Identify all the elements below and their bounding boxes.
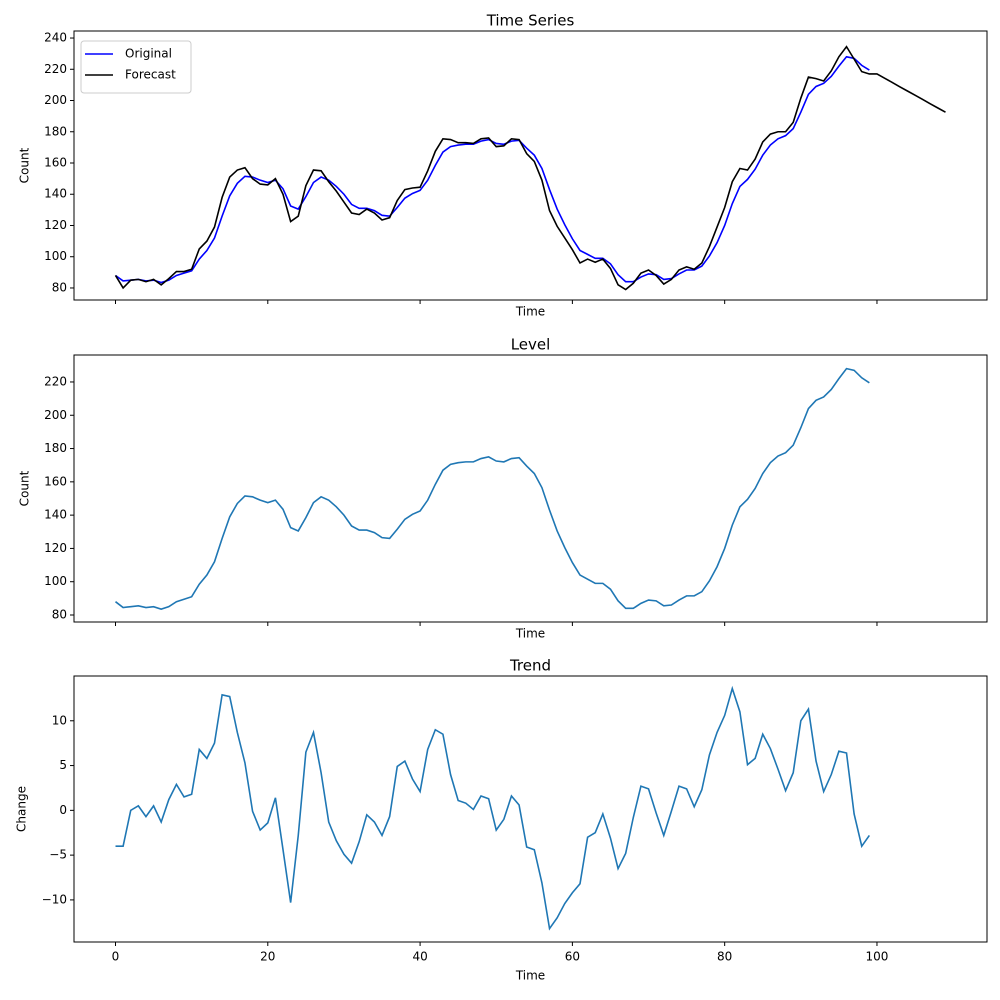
plot-frame — [73, 354, 988, 623]
x-tick-label: 100 — [866, 950, 889, 964]
y-tick-label: −10 — [42, 892, 67, 906]
y-tick-label: 80 — [52, 280, 67, 294]
y-tick-label: 200 — [44, 408, 67, 422]
legend-label: Original — [125, 47, 172, 61]
y-tick-label: 240 — [44, 31, 67, 45]
y-axis-label: Count — [18, 470, 32, 506]
data-line — [115, 685, 871, 931]
y-tick-label: 120 — [44, 541, 67, 555]
y-tick-label: 220 — [44, 374, 67, 388]
y-tick-label: 140 — [44, 508, 67, 522]
y-tick-label: 180 — [44, 441, 67, 455]
chart-title: Level — [511, 336, 551, 354]
chart-title: Time Series — [486, 12, 575, 30]
x-tick-label: 40 — [412, 950, 427, 964]
y-tick-label: 100 — [44, 574, 67, 588]
y-tick-label: 80 — [52, 608, 67, 622]
x-tick-label: 0 — [112, 950, 120, 964]
x-tick-label: 20 — [260, 950, 275, 964]
y-tick-label: 10 — [52, 713, 67, 727]
data-line — [114, 45, 946, 291]
y-axis-label: Count — [18, 147, 32, 183]
plot-frame — [73, 675, 988, 943]
x-axis-label: Time — [515, 969, 545, 983]
y-tick-label: 5 — [59, 758, 67, 772]
x-axis-label: Time — [515, 627, 545, 641]
y-tick-label: 200 — [44, 93, 67, 107]
y-tick-label: 100 — [44, 249, 67, 263]
y-tick-label: 160 — [44, 156, 67, 170]
y-tick-label: 160 — [44, 474, 67, 488]
y-tick-label: 140 — [44, 187, 67, 201]
y-tick-label: 120 — [44, 218, 67, 232]
x-axis-label: Time — [515, 305, 545, 319]
y-tick-label: 180 — [44, 124, 67, 138]
chart-title: Trend — [509, 657, 551, 675]
y-axis-label: Change — [15, 786, 29, 832]
y-tick-label: 0 — [59, 803, 67, 817]
x-tick-label: 80 — [717, 950, 732, 964]
x-tick-label: 60 — [565, 950, 580, 964]
y-tick-label: 220 — [44, 62, 67, 76]
plot-frame — [73, 30, 988, 301]
y-tick-label: −5 — [49, 848, 67, 862]
legend-label: Forecast — [125, 68, 176, 82]
data-line — [115, 367, 870, 611]
